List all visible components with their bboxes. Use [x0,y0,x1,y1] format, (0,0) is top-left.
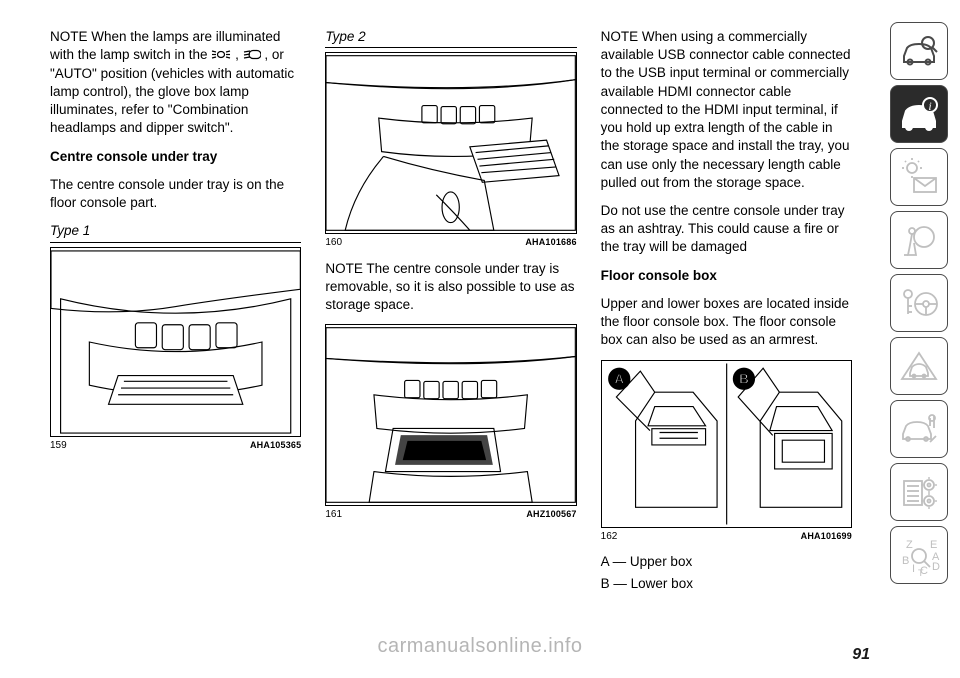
tab-key-wheel-icon[interactable] [890,274,948,332]
svg-text:i: i [928,99,931,113]
sidebar-tabs: i [890,22,948,584]
column-2: Type 2 [325,28,576,678]
figure-161 [325,324,576,506]
legend-b: B — Lower box [601,575,852,593]
heading-centre-console: Centre console under tray [50,148,301,166]
note-text-1: NOTE When the lamps are illuminated with… [50,28,301,138]
svg-text:T: T [918,568,924,576]
figure-159 [50,247,301,437]
svg-text:B: B [739,371,749,386]
svg-text:E: E [930,539,937,551]
tab-car-search-icon[interactable] [890,22,948,80]
page-number: 91 [852,646,870,664]
fig-code: AHA101699 [801,530,852,544]
headlamp-icon [243,47,261,65]
type-2-label: Type 2 [325,28,576,48]
para-ashtray-warning: Do not use the centre console under tray… [601,202,852,257]
tab-light-envelope-icon[interactable] [890,148,948,206]
tab-car-crash-icon[interactable] [890,337,948,395]
column-3: NOTE When using a commercially available… [601,28,852,678]
page-content: NOTE When the lamps are illuminated with… [0,0,870,678]
fig-num: 162 [601,530,618,544]
heading-floor-console: Floor console box [601,267,852,285]
column-1: NOTE When the lamps are illuminated with… [50,28,301,678]
note-text-2: NOTE The centre console under tray is re… [325,260,576,315]
para-centre-console: The centre console under tray is on the … [50,176,301,212]
figure-161-caption: 161 AHZ100567 [325,508,576,522]
legend-a: A — Upper box [601,553,852,571]
fig-code: AHZ100567 [526,508,576,522]
tab-car-service-icon[interactable] [890,400,948,458]
fig-num: 161 [325,508,342,522]
svg-text:A: A [614,371,624,386]
type-1-label: Type 1 [50,222,301,242]
figure-162: A B [601,360,852,528]
figure-160-caption: 160 AHA101686 [325,236,576,250]
tab-airbag-icon[interactable] [890,211,948,269]
fig-num: 159 [50,439,67,453]
fig-num: 160 [325,236,342,250]
note-text-3: NOTE When using a commercially available… [601,28,852,192]
para-floor-console: Upper and lower boxes are located inside… [601,295,852,350]
figure-160 [325,52,576,234]
fig-code: AHA101686 [525,236,576,250]
watermark-text: carmanualsonline.info [377,635,582,658]
svg-text:D: D [932,561,940,573]
figure-159-caption: 159 AHA105365 [50,439,301,453]
svg-text:Z: Z [906,539,913,551]
fig-code: AHA105365 [250,439,301,453]
tab-index-icon[interactable]: Z E B A I C D T [890,526,948,584]
parking-lamp-icon [211,47,231,65]
svg-text:B: B [902,555,909,567]
svg-text:I: I [912,563,915,575]
tab-car-info-icon[interactable]: i [890,85,948,143]
figure-162-caption: 162 AHA101699 [601,530,852,544]
tab-list-gear-icon[interactable] [890,463,948,521]
